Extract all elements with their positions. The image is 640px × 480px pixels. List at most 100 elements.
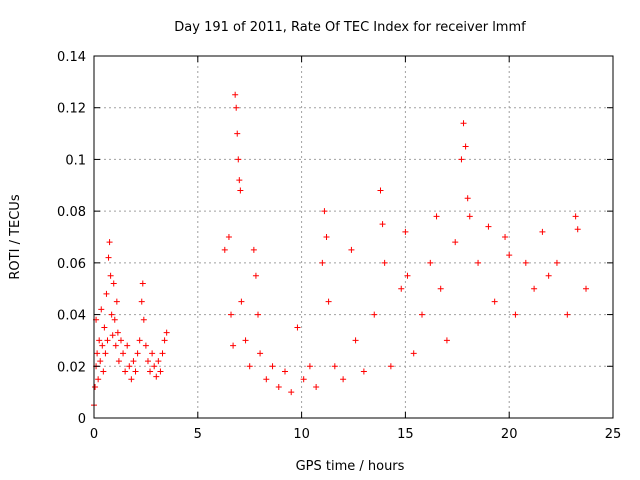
data-point <box>157 368 164 375</box>
data-point <box>234 130 241 137</box>
data-point <box>128 376 135 383</box>
data-point <box>228 311 235 318</box>
data-point <box>377 187 384 194</box>
data-point <box>98 306 105 313</box>
data-point <box>230 342 237 349</box>
data-point <box>102 350 109 357</box>
data-point <box>269 363 276 370</box>
data-point <box>110 280 117 287</box>
x-tick-label: 0 <box>90 427 98 442</box>
data-point <box>159 350 166 357</box>
data-point <box>130 358 137 365</box>
data-point <box>321 208 328 215</box>
data-point <box>124 342 131 349</box>
data-point <box>531 285 538 292</box>
data-point <box>404 272 411 279</box>
data-point <box>147 368 154 375</box>
data-point <box>340 376 347 383</box>
data-point <box>120 350 127 357</box>
data-point <box>92 383 99 390</box>
data-point <box>122 368 129 375</box>
data-point <box>387 363 394 370</box>
y-tick-label: 0.14 <box>57 50 86 65</box>
data-point <box>275 383 282 390</box>
data-point <box>221 246 228 253</box>
data-point <box>225 234 232 240</box>
plot-frame <box>93 55 614 419</box>
data-point <box>252 272 259 279</box>
data-point <box>452 239 459 246</box>
data-point <box>144 358 151 365</box>
data-point <box>255 311 262 318</box>
data-point <box>114 329 121 336</box>
data-point <box>281 368 288 375</box>
data-point <box>100 368 107 375</box>
data-point <box>233 104 240 111</box>
data-point <box>107 272 114 279</box>
data-point <box>242 337 249 344</box>
data-point <box>564 311 571 318</box>
data-point <box>106 239 113 246</box>
data-point <box>443 337 450 344</box>
data-point <box>545 272 552 279</box>
data-point <box>460 120 467 127</box>
x-tick-label: 10 <box>293 427 310 442</box>
data-point <box>94 350 101 357</box>
data-point <box>163 329 170 336</box>
data-point <box>433 213 440 220</box>
data-point <box>381 259 388 266</box>
data-point <box>294 324 301 331</box>
data-point <box>136 337 143 344</box>
data-point <box>323 234 330 240</box>
data-point <box>161 337 168 344</box>
y-tick-label: 0.12 <box>57 102 86 117</box>
axis-ticks: 0 5 10 15 20 25 0 0.02 0.04 0.06 0.08 0.1 0.12 0.14 <box>57 50 621 442</box>
data-point <box>126 363 133 370</box>
data-point <box>371 311 378 318</box>
data-point <box>96 337 103 344</box>
data-point <box>398 285 405 292</box>
data-point <box>149 350 156 357</box>
data-point <box>402 228 409 235</box>
data-point <box>348 246 355 253</box>
y-tick-label: 0.08 <box>57 205 86 220</box>
data-point <box>458 156 465 163</box>
y-axis-label: ROTI / TECUs <box>8 194 23 279</box>
data-point <box>352 337 359 344</box>
data-point <box>95 376 102 383</box>
data-point <box>506 252 513 259</box>
data-point <box>319 259 326 266</box>
data-point <box>300 376 307 383</box>
data-point <box>583 285 590 292</box>
data-point <box>522 259 529 266</box>
data-point <box>360 368 367 375</box>
data-point <box>235 156 242 163</box>
data-point <box>111 316 118 323</box>
data-point <box>105 254 112 261</box>
data-point <box>462 143 469 150</box>
data-point <box>115 358 122 365</box>
data-marks <box>91 91 590 409</box>
y-tick-label: 0 <box>78 412 86 427</box>
data-point <box>139 280 146 287</box>
data-point <box>379 221 386 228</box>
data-point <box>142 342 149 349</box>
data-point <box>99 342 106 349</box>
data-point <box>475 259 482 266</box>
data-point <box>491 298 498 305</box>
data-point <box>410 350 417 357</box>
data-point <box>485 223 492 230</box>
data-point <box>112 342 119 349</box>
data-point <box>464 195 471 202</box>
data-point <box>572 213 579 220</box>
data-point <box>108 311 115 318</box>
data-point <box>539 228 546 235</box>
grid-lines <box>94 56 613 418</box>
data-point <box>502 234 509 240</box>
data-point <box>134 350 141 357</box>
data-point <box>466 213 473 220</box>
data-point <box>103 290 110 297</box>
data-point <box>113 298 120 305</box>
chart-title: Day 191 of 2011, Rate Of TEC Index for r… <box>174 20 526 35</box>
y-tick-label: 0.04 <box>57 309 86 324</box>
